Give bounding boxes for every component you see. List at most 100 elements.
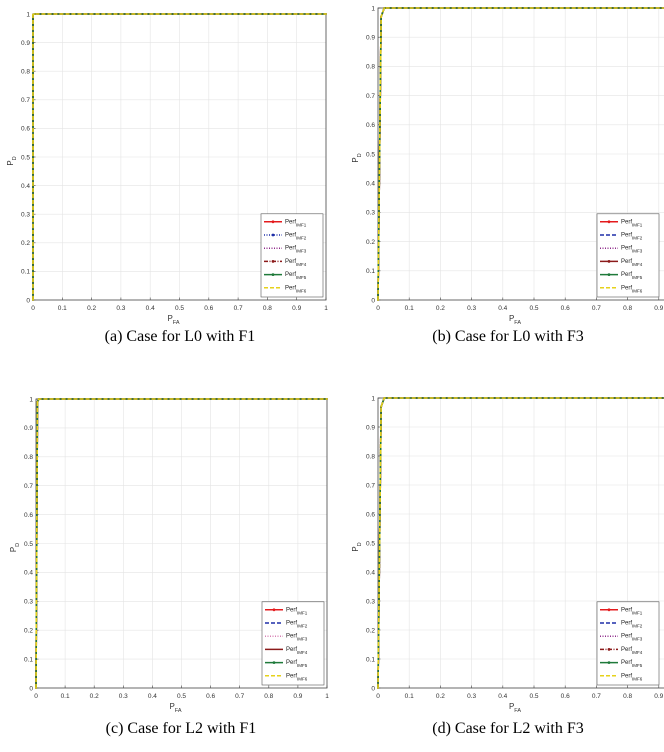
x-tick-label: 0.3 <box>119 693 128 700</box>
x-tick-label: 0 <box>34 693 38 700</box>
legend-marker-4 <box>607 260 611 263</box>
legend-label-1: PerfIMF1 <box>621 607 643 615</box>
x-tick-label: 0.9 <box>654 693 663 700</box>
chart-panel-4: 0 0.1 0.2 0.3 0.4 0.5 0.6 0.7 0.8 0.9 0 0.1 0.2 0.3 0.… <box>351 395 664 737</box>
x-tick-label: 0.6 <box>204 305 213 312</box>
y-tick-label: 0.8 <box>366 64 375 71</box>
y-axis-label-text: PD <box>351 153 363 162</box>
y-tick-label: 1 <box>29 396 33 403</box>
legend-label-2: PerfIMF2 <box>621 233 643 241</box>
x-tick-label: 0.7 <box>592 305 601 312</box>
legend-box <box>596 213 660 298</box>
x-tick-label: 1 <box>324 305 328 312</box>
series-line-6 <box>32 13 326 300</box>
y-tick-label: 0.1 <box>24 656 33 663</box>
legend-marker-4 <box>607 648 611 651</box>
x-tick-label: 0.2 <box>436 305 445 312</box>
series-line-6 <box>35 398 327 689</box>
y-tick-label: 0.6 <box>21 126 30 133</box>
y-tick-label: 0.5 <box>366 540 375 547</box>
y-tick-label: 0.6 <box>366 122 375 129</box>
legend-label-5: PerfIMF5 <box>286 660 308 668</box>
x-tick-label: 0.2 <box>90 693 99 700</box>
y-tick-label: 1 <box>371 5 375 12</box>
x-tick-label: 0.1 <box>58 305 67 312</box>
legend-label-1: PerfIMF1 <box>285 219 307 227</box>
chart-panel-2: 0 0.1 0.2 0.3 0.4 0.5 0.6 0.7 0.8 0.9 0 0.1 0.2 0.3 0.… <box>351 5 664 345</box>
legend-box <box>596 601 660 686</box>
x-tick-label: 0.4 <box>148 693 157 700</box>
series-point-6 <box>380 15 383 18</box>
legend-label-6: PerfIMF6 <box>285 285 307 293</box>
x-axis-label: PFA <box>509 314 521 326</box>
y-tick-label: 0.9 <box>366 35 375 42</box>
y-axis-label-text: PD <box>9 543 21 552</box>
x-tick-label: 0.7 <box>592 693 601 700</box>
x-tick-label: 0 <box>376 305 380 312</box>
legend-label-5: PerfIMF5 <box>621 272 643 280</box>
panel-caption: (c) Case for L2 with F1 <box>106 720 257 737</box>
y-tick-label: 0.7 <box>366 482 375 489</box>
x-axis-label-text: PFA <box>167 314 179 326</box>
x-axis-label-text: PFA <box>509 314 521 326</box>
legend-label-4: PerfIMF4 <box>285 259 307 267</box>
x-tick-label: 0.4 <box>498 693 507 700</box>
x-tick-label: 0.8 <box>623 693 632 700</box>
x-tick-label: 0.3 <box>467 693 476 700</box>
legend-label-6: PerfIMF6 <box>621 285 643 293</box>
y-tick-label: 0.1 <box>366 268 375 275</box>
y-tick-label: 0.4 <box>366 569 375 576</box>
y-tick-label: 0.7 <box>21 97 30 104</box>
legend-marker-5 <box>607 273 611 276</box>
y-tick-label: 0.3 <box>366 210 375 217</box>
x-axis-label: PFA <box>167 314 179 326</box>
legend-label-3: PerfIMF3 <box>285 246 307 254</box>
y-tick-label: 0.6 <box>366 511 375 518</box>
chart-panel-3: 0 0.1 0.2 0.3 0.4 0.5 0.6 0.7 0.8 0.9 1 0 0.1 0.2 0.3 0… <box>9 396 329 737</box>
y-tick-label: 0.3 <box>24 599 33 606</box>
x-tick-label: 0.4 <box>146 305 155 312</box>
legend-marker-1 <box>607 220 611 224</box>
x-tick-label: 0.8 <box>263 305 272 312</box>
legend-marker-5 <box>607 661 611 664</box>
y-tick-label: 0.9 <box>366 424 375 431</box>
y-tick-label: 0.1 <box>366 656 375 663</box>
panel-caption: (d) Case for L2 with F3 <box>432 720 584 737</box>
x-tick-label: 0.3 <box>467 305 476 312</box>
y-tick-label: 0 <box>371 297 375 304</box>
y-tick-label: 0.4 <box>21 183 30 190</box>
series-point-6 <box>380 405 383 408</box>
series-line-6 <box>377 397 664 689</box>
x-tick-label: 0.7 <box>234 305 243 312</box>
x-tick-label: 0.9 <box>293 693 302 700</box>
y-tick-label: 0.8 <box>366 453 375 460</box>
series-point-6 <box>325 13 327 15</box>
x-tick-label: 0.1 <box>61 693 70 700</box>
x-tick-label: 0.4 <box>498 305 507 312</box>
x-tick-label: 0.5 <box>529 305 538 312</box>
legend-label-2: PerfIMF2 <box>285 233 307 241</box>
x-axis-label: PFA <box>509 702 521 714</box>
panel-caption: (a) Case for L0 with F1 <box>105 328 256 345</box>
y-tick-label: 0 <box>371 685 375 692</box>
legend: PerfIMF1 PerfIMF2 PerfIMF3 PerfIMF4 PerfIMF5… <box>260 213 324 298</box>
legend-label-6: PerfIMF6 <box>286 673 308 681</box>
series-line-6 <box>377 7 664 301</box>
series-point-6 <box>383 7 386 9</box>
y-tick-label: 0.6 <box>24 512 33 519</box>
x-tick-label: 0.2 <box>436 693 445 700</box>
legend-label-2: PerfIMF2 <box>621 621 643 629</box>
x-tick-label: 0.5 <box>529 693 538 700</box>
legend-marker-1 <box>607 608 611 612</box>
x-tick-label: 0.9 <box>654 305 663 312</box>
y-axis-label-text: PD <box>6 156 18 165</box>
y-tick-label: 0.2 <box>21 240 30 247</box>
series-point-6 <box>33 13 36 15</box>
x-tick-label: 0 <box>31 305 35 312</box>
legend-label-1: PerfIMF1 <box>621 219 643 227</box>
legend: PerfIMF1 PerfIMF2 PerfIMF3 PerfIMF4 PerfIMF5… <box>596 601 660 686</box>
legend-marker-5 <box>271 273 275 276</box>
legend-label-5: PerfIMF5 <box>621 660 643 668</box>
y-tick-label: 0.1 <box>21 269 30 276</box>
y-tick-label: 0.2 <box>366 627 375 634</box>
